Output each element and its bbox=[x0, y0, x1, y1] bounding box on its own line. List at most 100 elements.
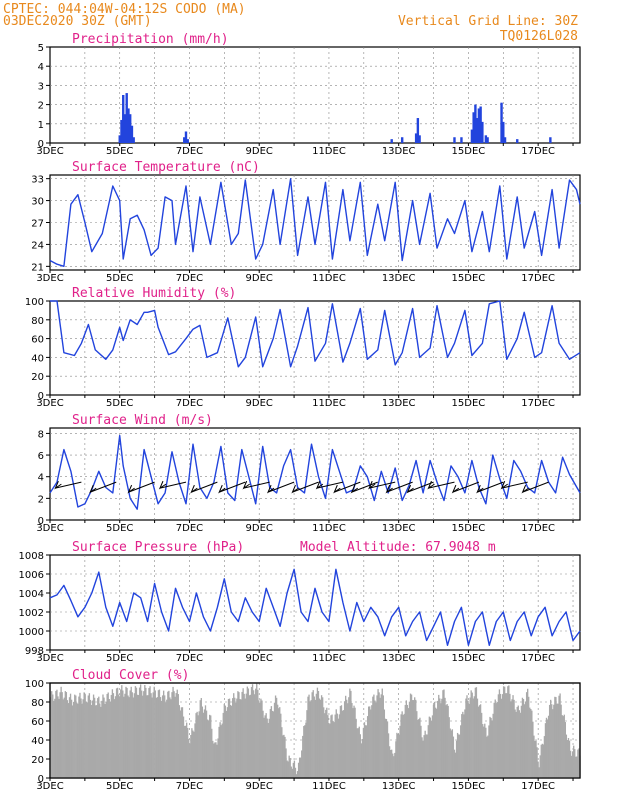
cloud-cover-column bbox=[210, 715, 212, 778]
cloud-cover-column bbox=[486, 736, 488, 778]
wind-vector-head bbox=[476, 484, 484, 494]
cloud-cover-column bbox=[101, 700, 103, 778]
cloud-cover-column bbox=[423, 735, 425, 778]
cloud-cover-column bbox=[60, 686, 62, 778]
cloud-cover-column bbox=[151, 697, 153, 778]
cloud-cover-column bbox=[444, 697, 446, 778]
cloud-cover-column bbox=[405, 700, 408, 778]
cloud-cover-column bbox=[139, 684, 142, 778]
precipitation-bar bbox=[400, 137, 404, 143]
cloud-cover-column bbox=[159, 697, 162, 778]
cloud-cover-column bbox=[545, 717, 548, 778]
cloud-cover-column bbox=[490, 717, 492, 778]
cloud-cover-column bbox=[61, 692, 63, 778]
cloud-cover-column bbox=[417, 719, 419, 778]
pressure-ytick-label: 1004 bbox=[19, 589, 44, 600]
cloud-cover-column bbox=[202, 712, 205, 778]
cloud-cover-column bbox=[496, 702, 499, 778]
cloud-cover-column bbox=[357, 728, 359, 778]
cloud-cover-column bbox=[412, 700, 415, 778]
cloud-cover-column bbox=[167, 691, 169, 778]
cloud-cover-column bbox=[425, 734, 427, 778]
cloud-cover-column bbox=[201, 706, 204, 778]
cloud-cover-column bbox=[199, 700, 201, 778]
cloud-cover-column bbox=[440, 703, 442, 778]
pressure-ytick-label: 998 bbox=[25, 646, 44, 657]
cloud-cover-column bbox=[435, 708, 438, 778]
cloud-cover-column bbox=[218, 726, 220, 778]
precipitation-bar bbox=[127, 108, 130, 143]
cloud-cover-column bbox=[441, 698, 443, 778]
precipitation-bar bbox=[475, 118, 479, 143]
cloud-cover-column bbox=[552, 709, 554, 778]
cloud-cover-column bbox=[368, 706, 370, 778]
cloud-cover-column bbox=[513, 699, 515, 778]
cloud-cover-column bbox=[363, 722, 366, 778]
cloud-cover-column bbox=[446, 704, 448, 778]
cloud-cover-column bbox=[225, 710, 228, 778]
cloud-cover-column bbox=[473, 696, 475, 778]
cloud-cover-column bbox=[281, 727, 283, 778]
cloud-cover-column bbox=[113, 699, 116, 778]
cloud-cover-column bbox=[107, 692, 109, 778]
cloud-cover-column bbox=[503, 686, 506, 778]
cloud-cover-column bbox=[376, 695, 378, 778]
cloud-cover-column bbox=[212, 740, 214, 778]
cloud-cover-column bbox=[240, 699, 242, 778]
cloud-cover-column bbox=[158, 689, 161, 778]
cloud-cover-column bbox=[568, 740, 571, 778]
cloud-cover-column bbox=[187, 727, 189, 778]
cloud-cover-column bbox=[388, 746, 391, 778]
cloud-cover-column bbox=[505, 693, 507, 778]
cloud-cover-column bbox=[267, 722, 269, 778]
wind-ytick-label: 0 bbox=[38, 516, 44, 527]
humidity-xtick-label: 7DEC bbox=[176, 398, 203, 409]
cloud-cover-column bbox=[353, 705, 355, 778]
cloud-cover-column bbox=[574, 749, 576, 778]
wind-vector-head bbox=[158, 480, 167, 490]
cloud-cover-column bbox=[399, 725, 401, 778]
cloud-cover-column bbox=[492, 713, 494, 778]
pressure-xtick-label: 11DEC bbox=[312, 653, 346, 664]
cloud-cover-column bbox=[439, 698, 441, 778]
cloud-cover-column bbox=[311, 692, 313, 778]
cloud-cover-column bbox=[514, 709, 516, 778]
cloud-cover-column bbox=[191, 728, 193, 778]
cloud-cover-column bbox=[491, 720, 493, 778]
wind-vector-shaft bbox=[191, 481, 218, 493]
cloud-cover-column bbox=[54, 698, 56, 778]
cloud-cover-column bbox=[131, 692, 133, 778]
wind-xtick-label: 13DEC bbox=[382, 523, 416, 534]
cloud-cover-column bbox=[111, 689, 114, 778]
cloud-cover-column bbox=[116, 687, 119, 778]
cloud-cover-column bbox=[98, 696, 100, 778]
cloud-cover-column bbox=[476, 698, 479, 778]
cloud-cover-column bbox=[106, 693, 108, 778]
precipitation-bar bbox=[186, 139, 189, 143]
cloud-cover-column bbox=[62, 699, 64, 778]
cloud-cover-column bbox=[384, 718, 387, 778]
cloud-cover-column bbox=[397, 733, 399, 778]
cloud-cover-column bbox=[287, 761, 289, 778]
cloud-cover-column bbox=[67, 703, 70, 778]
cloud-cover-column bbox=[419, 717, 421, 778]
precipitation-xtick-label: 11DEC bbox=[312, 146, 346, 157]
precipitation-bar bbox=[416, 118, 420, 143]
cloud-cover-column bbox=[292, 762, 295, 778]
cloud-cover-column bbox=[573, 745, 575, 778]
cloud-cover-column bbox=[522, 699, 525, 778]
cloud-cover-column bbox=[64, 691, 66, 778]
cloud-cover-column bbox=[238, 692, 240, 778]
temperature-title: Surface Temperature (nC) bbox=[72, 160, 260, 175]
cloud-cover-column bbox=[347, 703, 349, 778]
cloud-cover-column bbox=[319, 699, 322, 778]
temperature-ytick-label: 30 bbox=[31, 197, 44, 208]
cloud-cover-column bbox=[297, 762, 300, 778]
precipitation-bar bbox=[123, 114, 127, 143]
pressure-xtick-label: 13DEC bbox=[382, 653, 416, 664]
cloud-cover-column bbox=[432, 704, 435, 778]
wind-vector-shaft bbox=[477, 481, 504, 493]
cloud-cover-column bbox=[271, 710, 274, 778]
cloud-cover-column bbox=[567, 737, 570, 778]
wind-vector-shaft bbox=[369, 481, 396, 489]
